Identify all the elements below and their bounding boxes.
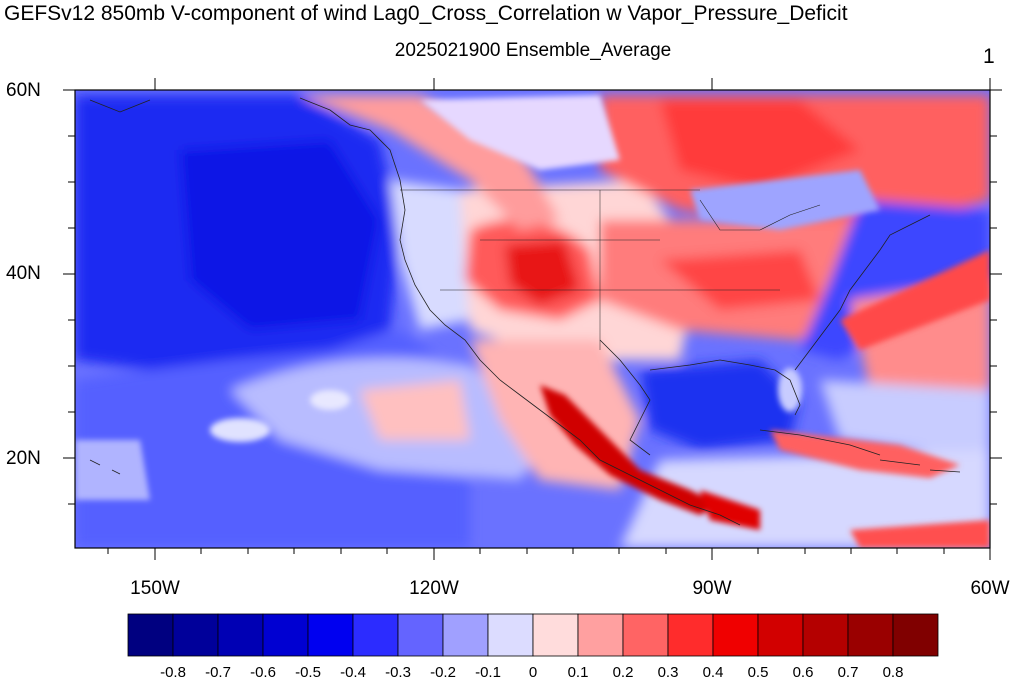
colorbar-box [712, 613, 759, 657]
feature-atlantic-red [840, 250, 990, 350]
colorbar-label: 0.1 [567, 664, 589, 681]
region-hudson [660, 100, 860, 190]
colorbar-box [757, 613, 804, 657]
field-features [75, 95, 990, 548]
region-atlantic-south [820, 380, 990, 460]
colorbar-label: 0.6 [792, 664, 814, 681]
map-title: GEFSv12 850mb V-component of wind Lag0_C… [4, 2, 848, 25]
colorbar-label: -0.4 [340, 664, 366, 681]
region-rockies-core [505, 240, 580, 305]
region-west-coast [390, 180, 470, 330]
colorbar-box [487, 613, 534, 657]
map-subtitle-text: 2025021900 Ensemble_Average [394, 40, 672, 61]
region-gulf [640, 360, 800, 450]
region-east-pacific-pink [360, 380, 470, 440]
field-regions [75, 95, 990, 548]
colorbar-box [532, 613, 579, 657]
colorbar-label: -0.6 [250, 664, 276, 681]
feature-florida [778, 368, 802, 412]
panel-number: 1 [983, 45, 995, 68]
colorbar-label: 0.4 [702, 664, 724, 681]
alaska-coast [89, 99, 151, 113]
axis-ticks [63, 78, 1002, 560]
colorbar-label: -0.5 [295, 664, 321, 681]
feature-pacific-patch [210, 418, 270, 442]
feature-pacific-patch-2 [310, 390, 350, 410]
colorbar-box [172, 613, 219, 657]
colorbar-label: -0.2 [430, 664, 456, 681]
region-pacific-core [180, 140, 380, 330]
lon-label-60w: 60W [970, 578, 1010, 599]
region-midwest [660, 250, 820, 310]
feature-south-caribbean [850, 520, 990, 548]
colorbar-box [667, 613, 714, 657]
colorbar-label: -0.3 [385, 664, 411, 681]
pacific-coastline [299, 97, 741, 526]
feature-mexico-coast [540, 385, 720, 515]
lat-label-20n: 20N [6, 448, 41, 469]
lat-label-40n: 40N [6, 263, 41, 284]
colorbar-box [127, 613, 174, 657]
feature-caribbean-streak [770, 430, 960, 478]
colorbar-label: 0.5 [747, 664, 769, 681]
colorbar-box [262, 613, 309, 657]
feature-central-america [700, 490, 760, 530]
colorbar-box [217, 613, 264, 657]
lon-label-120w: 120W [409, 578, 459, 599]
colorbar-label: 0 [528, 664, 538, 681]
coastlines [89, 97, 961, 526]
mexico-east-coast [599, 339, 651, 456]
colorbar [127, 613, 939, 657]
colorbar-label: 0.3 [657, 664, 679, 681]
feature-great-lakes [690, 170, 880, 230]
state-borders [400, 189, 780, 350]
gulf-coast [649, 359, 801, 416]
colorbar-box [802, 613, 849, 657]
map-field [75, 90, 990, 548]
colorbar-label: -0.7 [205, 664, 231, 681]
colorbar-label: 0.7 [837, 664, 859, 681]
lat-label-60n: 60N [6, 80, 41, 101]
colorbar-label: -0.8 [160, 664, 186, 681]
colorbar-box [622, 613, 669, 657]
map-subtitle: 2025021900 Ensemble_Average [0, 40, 1020, 62]
colorbar-box [352, 613, 399, 657]
lon-label-150w: 150W [130, 578, 180, 599]
great-lakes-outline [699, 199, 821, 231]
colorbar-label: 0.8 [882, 664, 904, 681]
region-caribbean [620, 450, 990, 548]
feature-canada-west-pale [420, 95, 620, 170]
colorbar-box [307, 613, 354, 657]
lon-label-90w: 90W [692, 578, 732, 599]
colorbar-box [397, 613, 444, 657]
colorbar-label: 0.2 [612, 664, 634, 681]
region-canada-west [300, 95, 560, 230]
colorbar-box [577, 613, 624, 657]
colorbar-label: -0.1 [475, 664, 501, 681]
colorbar-box [892, 613, 939, 657]
hawaii-islands [89, 459, 121, 475]
colorbar-box [442, 613, 489, 657]
map-frame [74, 89, 991, 549]
atlantic-coast [794, 214, 931, 371]
colorbar-box [847, 613, 894, 657]
caribbean-islands [759, 429, 961, 473]
